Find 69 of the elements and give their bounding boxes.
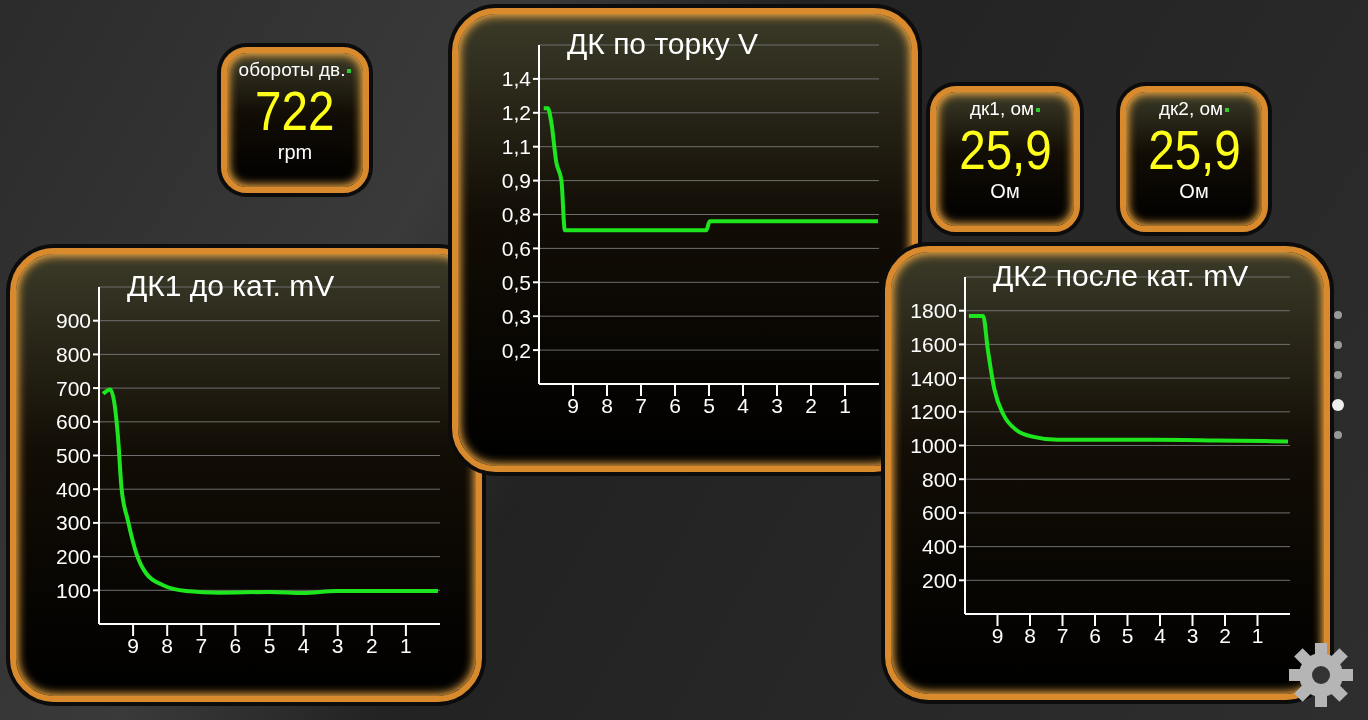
line-series [541,106,879,233]
y-tick-label: 0,3 [501,304,531,328]
x-tick-label: 5 [263,633,276,657]
y-tick-label: 0,8 [501,202,531,226]
y-tick-label: 1400 [910,366,957,390]
text: rpm [277,141,313,164]
y-tick-label: 1600 [910,332,957,356]
y-tick-label: 1,2 [501,101,531,125]
x-tick-label: 7 [195,633,208,657]
x-tick-label: 2 [1219,623,1231,647]
y-tick-label: 900 [55,309,91,333]
y-tick-label: 800 [55,342,91,366]
y-tick-label: 0,6 [501,236,531,260]
y-tick-label: 0,2 [501,338,531,362]
y-tick-label: 200 [921,568,957,592]
x-tick-label: 4 [737,393,750,417]
y-tick-label: 0,5 [501,270,531,294]
x-tick-label: 9 [567,393,579,417]
x-tick-label: 1 [400,633,412,657]
y-tick-label: 400 [921,535,957,559]
x-tick-label: 3 [331,633,344,657]
x-tick-label: 3 [1186,623,1199,647]
text: дк1, ом [969,98,1035,119]
x-tick-label: 2 [365,633,378,657]
y-tick-label: 100 [55,578,91,602]
text: 722 [255,79,335,142]
y-tick-label: 1800 [910,299,957,323]
x-tick-label: 5 [1121,623,1134,647]
y-tick-label: 600 [921,501,957,525]
y-tick-label: 1200 [910,400,957,424]
x-tick-label: 5 [703,393,715,417]
x-tick-label: 1 [839,393,851,417]
x-tick-label: 6 [229,633,242,657]
y-tick-label: 700 [55,376,91,400]
text: 25,9 [958,118,1052,181]
x-tick-label: 8 [1024,623,1036,647]
y-tick-label: 200 [55,545,91,569]
text: дк2, ом [1158,98,1224,119]
x-tick-label: 3 [771,393,783,417]
text: Ом [990,180,1020,203]
x-tick-label: 9 [991,623,1004,647]
x-tick-label: 1 [1251,623,1264,647]
y-tick-label: 1,1 [501,135,531,159]
x-tick-label: 6 [669,393,681,417]
line-series [101,387,440,595]
y-tick-label: 800 [921,467,957,491]
x-tick-label: 8 [601,393,613,417]
x-tick-label: 7 [1056,623,1069,647]
line-series [966,313,1290,444]
y-tick-label: 1,4 [501,67,532,91]
chart-title: ДК по торку V [567,27,758,61]
x-tick-label: 4 [297,633,310,657]
text: обороты дв. [238,59,346,80]
y-tick-label: 500 [55,443,91,467]
y-tick-label: 600 [55,410,91,434]
x-tick-label: 4 [1154,623,1167,647]
x-tick-label: 2 [805,393,817,417]
x-tick-label: 9 [127,633,139,657]
y-tick-label: 1000 [910,433,957,457]
text: Ом [1179,180,1209,203]
x-tick-label: 6 [1089,623,1101,647]
y-tick-label: 0,9 [501,169,531,193]
chart-title: ДК1 до кат. mV [127,269,335,303]
x-tick-label: 7 [635,393,647,417]
text: 25,9 [1147,118,1241,181]
chart-title: ДК2 после кат. mV [993,259,1249,293]
y-tick-label: 400 [55,477,91,501]
x-tick-label: 8 [161,633,174,657]
y-tick-label: 300 [55,511,91,535]
